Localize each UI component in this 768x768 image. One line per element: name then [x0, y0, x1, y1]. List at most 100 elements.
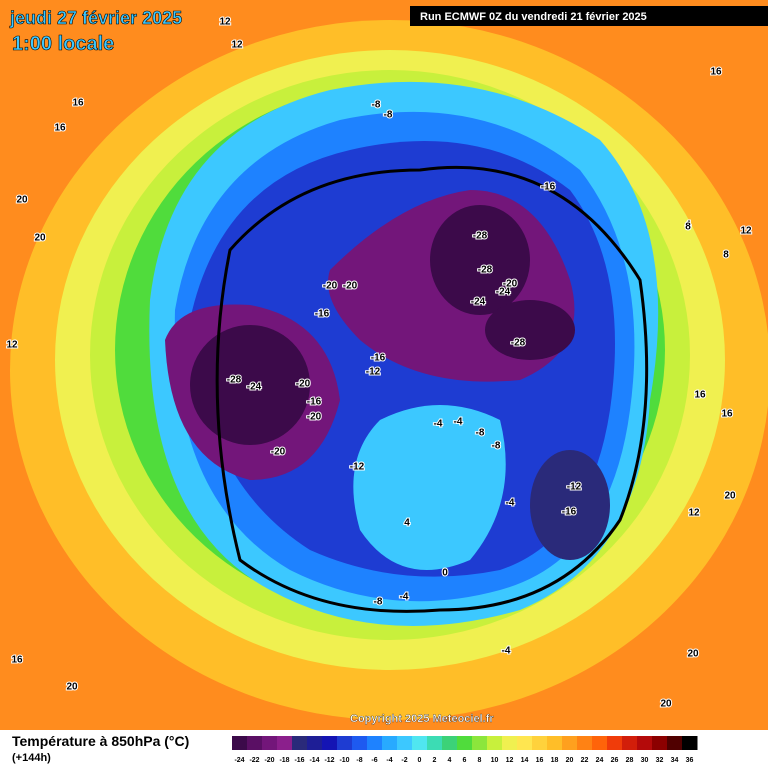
contour-label: 16 — [721, 409, 733, 420]
colorbar-label: 24 — [596, 757, 604, 764]
color-swatch — [457, 736, 473, 750]
colorbar-label: 4 — [448, 757, 452, 764]
contour-label: -4 — [434, 419, 443, 430]
color-swatch — [442, 736, 458, 750]
contour-label: -4 — [502, 646, 511, 657]
copyright: Copyright 2025 Meteociel.fr — [350, 713, 494, 725]
colorbar-label: -14 — [309, 757, 319, 764]
color-swatch — [337, 736, 353, 750]
color-swatch — [322, 736, 338, 750]
contour-label: -8 — [372, 100, 381, 111]
contour-label: -28 — [511, 338, 526, 349]
contour-label: -20 — [343, 281, 358, 292]
colorbar-label: 18 — [551, 757, 559, 764]
contour-label: 20 — [724, 491, 736, 502]
contour-label: -16 — [541, 182, 556, 193]
contour-label: -12 — [567, 482, 582, 493]
contour-label: -20 — [323, 281, 338, 292]
contour-label: 20 — [34, 233, 46, 244]
contour-label: 0 — [442, 568, 448, 579]
colorbar-label: 34 — [671, 757, 679, 764]
color-swatch — [262, 736, 278, 750]
colorbar-label: 32 — [656, 757, 664, 764]
color-swatch — [577, 736, 593, 750]
colorbar-label: 14 — [521, 757, 529, 764]
color-swatch — [247, 736, 263, 750]
contour-label: -4 — [400, 592, 409, 603]
contour-label: 12 — [740, 226, 752, 237]
color-swatch — [427, 736, 443, 750]
color-swatch — [397, 736, 413, 750]
contour-label: 8 — [723, 250, 729, 261]
colorbar-label: -24 — [234, 757, 244, 764]
colorbar-label: 8 — [478, 757, 482, 764]
colorbar-label: 36 — [686, 757, 694, 764]
contour-label: -4 — [454, 417, 463, 428]
colorbar-label: 30 — [641, 757, 649, 764]
colorbar-label: -6 — [371, 757, 377, 764]
contour-label: 8 — [685, 222, 691, 233]
contour-label: -16 — [371, 353, 386, 364]
contour-label: -8 — [374, 597, 383, 608]
colorbar-label: 0 — [418, 757, 422, 764]
color-swatch — [652, 736, 668, 750]
contour-label: 12 — [219, 17, 231, 28]
color-swatch — [682, 736, 698, 750]
legend-title: Température à 850hPa (°C) — [12, 733, 189, 749]
contour-label: -24 — [496, 287, 511, 298]
date: jeudi 27 février 2025 — [9, 8, 182, 28]
contour-label: 4 — [685, 220, 691, 231]
color-swatch — [232, 736, 248, 750]
cold-core — [190, 325, 310, 445]
cold-core — [485, 300, 575, 360]
color-swatch — [352, 736, 368, 750]
contour-label: -28 — [478, 265, 493, 276]
color-swatch — [307, 736, 323, 750]
color-swatch — [547, 736, 563, 750]
contour-label: 20 — [66, 682, 78, 693]
contour-label: -24 — [247, 382, 262, 393]
colorbar-label: 16 — [536, 757, 544, 764]
contour-label: 16 — [694, 390, 706, 401]
colorbar-label: -4 — [386, 757, 392, 764]
colorbar-label: 28 — [626, 757, 634, 764]
contour-label: 20 — [660, 699, 672, 710]
color-swatch — [367, 736, 383, 750]
run-box — [410, 6, 768, 26]
colorbar-label: -12 — [324, 757, 334, 764]
contour-label: 12 — [688, 508, 700, 519]
contour-label: 4 — [404, 518, 410, 529]
contour-label: -20 — [296, 379, 311, 390]
colorbar-label: -2 — [401, 757, 407, 764]
color-swatch — [562, 736, 578, 750]
contour-label: -20 — [307, 412, 322, 423]
contour-label: 16 — [710, 67, 722, 78]
contour-label: 16 — [54, 123, 66, 134]
colorbar-label: 22 — [581, 757, 589, 764]
contour-label: -28 — [227, 375, 242, 386]
colorbar-label: 26 — [611, 757, 619, 764]
contour-label: -20 — [503, 279, 518, 290]
contour-label: -24 — [471, 297, 486, 308]
run-info: Run ECMWF 0Z du vendredi 21 février 2025 — [420, 11, 647, 23]
contour-label: -20 — [271, 447, 286, 458]
color-swatch — [292, 736, 308, 750]
colorbar-label: -22 — [249, 757, 259, 764]
cold-core — [430, 205, 530, 315]
color-swatch — [472, 736, 488, 750]
contour-label: -8 — [492, 441, 501, 452]
colorbar-label: 10 — [491, 757, 499, 764]
color-swatch — [517, 736, 533, 750]
color-swatch — [667, 736, 683, 750]
contour-label: -16 — [562, 507, 577, 518]
color-swatch — [607, 736, 623, 750]
colorbar-label: 6 — [463, 757, 467, 764]
colorbar-label: 12 — [506, 757, 514, 764]
colorbar-label: -20 — [264, 757, 274, 764]
contour-label: 16 — [72, 98, 84, 109]
color-swatch — [532, 736, 548, 750]
contour-label: -12 — [366, 367, 381, 378]
colorbar-label: 20 — [566, 757, 574, 764]
